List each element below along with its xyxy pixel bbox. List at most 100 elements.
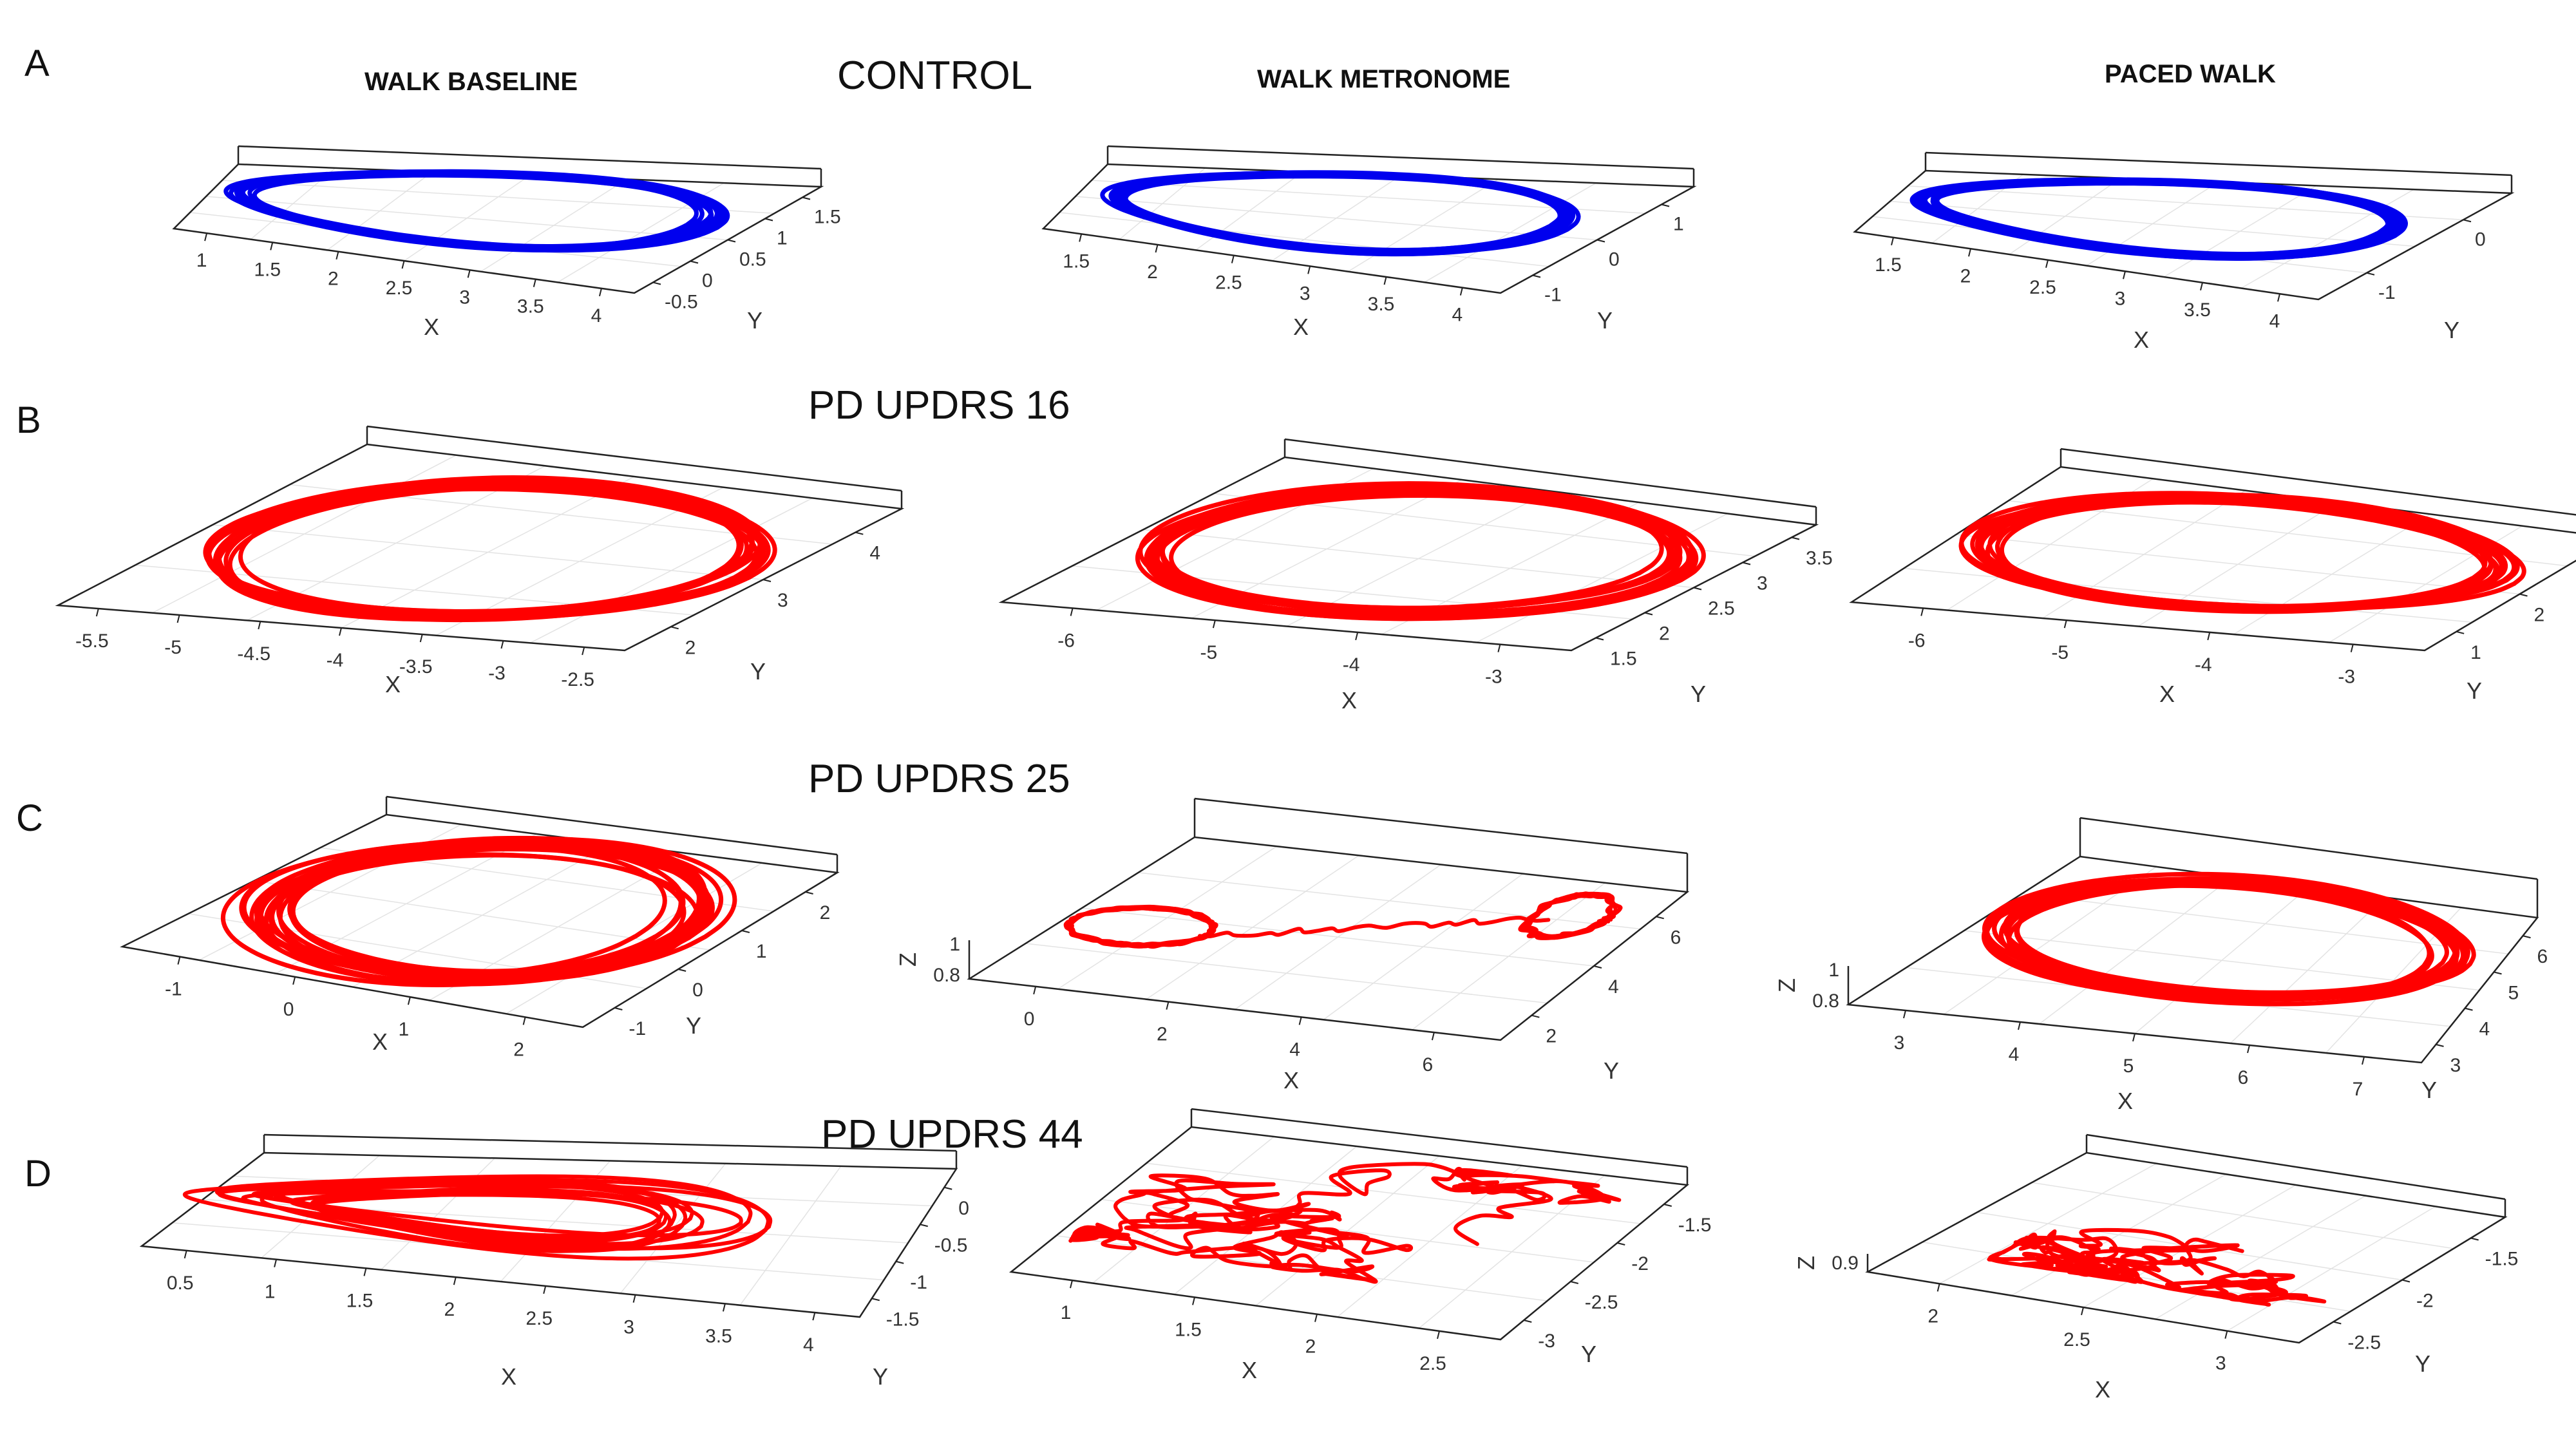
y-tick-label: -0.5: [934, 1235, 968, 1256]
y-tick-mark: [2519, 593, 2528, 597]
subplot-d-1: 0.5 1 1.5 2 2.5 3 3.5 4 -1.5 -1 -0.5 0 X Y: [139, 1133, 969, 1390]
y-tick-label: -1.5: [1678, 1215, 1712, 1236]
y-tick-label: 1: [756, 941, 767, 962]
x-tick-mark: [1166, 1001, 1170, 1010]
y-tick-mark: [1531, 1014, 1540, 1018]
trajectory-path: [216, 482, 741, 621]
x-tick-mark: [1298, 1017, 1302, 1025]
x-tick-label: 3: [2215, 1353, 2226, 1374]
x-tick-mark: [1307, 266, 1311, 274]
x-axis-label: X: [1283, 1067, 1299, 1094]
subplot-d-3: 2 2.5 3 -2.5 -2 -1.5 0.9 Z X Y: [1793, 1133, 2518, 1403]
x-tick-label: 2.5: [1215, 272, 1242, 294]
x-tick-mark: [2132, 1033, 2136, 1042]
x-tick-mark: [500, 640, 504, 649]
x-tick-label: 3: [1300, 283, 1311, 304]
y-tick-mark: [764, 218, 773, 222]
y-tick-label: 1: [777, 228, 788, 249]
y-tick-label: 0: [2475, 229, 2486, 250]
x-tick-mark: [1070, 1280, 1073, 1289]
y-axis-label: Y: [2467, 677, 2482, 704]
z-axis-label: Z: [895, 952, 921, 967]
x-tick-label: -4: [2195, 654, 2212, 676]
x-tick-mark: [1070, 608, 1074, 616]
x-tick-mark: [2018, 1021, 2021, 1030]
grid-line: [1146, 1162, 1641, 1224]
x-tick-label: 1: [399, 1019, 410, 1040]
x-tick-label: 7: [2353, 1079, 2363, 1100]
y-tick-label: -1: [2378, 282, 2396, 303]
grid-line: [212, 524, 764, 580]
y-tick-mark: [1596, 239, 1605, 243]
grid-line: [1964, 930, 2480, 991]
y-tick-mark: [2401, 1279, 2410, 1283]
x-tick-mark: [522, 1017, 526, 1025]
axes-edge: [2060, 448, 2576, 516]
y-axis-label: Y: [1581, 1341, 1596, 1367]
trajectory-path: [1992, 878, 2449, 995]
x-tick-mark: [1937, 1283, 1940, 1292]
x-tick-mark: [1459, 287, 1463, 296]
y-tick-mark: [2470, 1237, 2479, 1241]
x-tick-label: -4: [1343, 654, 1360, 676]
x-tick-label: -1: [165, 979, 182, 1000]
x-tick-label: 3.5: [517, 296, 544, 317]
panel-letter-a: A: [24, 43, 50, 84]
trajectory-path: [1113, 171, 1571, 252]
subplot-b-1: -5.5 -5 -4.5 -4 -3.5 -3 -2.5 2 3 4 X Y: [55, 425, 905, 697]
y-axis-label: Y: [2415, 1350, 2430, 1377]
x-tick-label: 2: [444, 1299, 455, 1320]
y-tick-label: 2: [1659, 623, 1670, 645]
y-tick-label: 3: [1757, 573, 1768, 594]
x-tick-mark: [270, 242, 274, 251]
axes-edge: [238, 145, 822, 170]
x-tick-label: 2.5: [526, 1308, 553, 1329]
trajectory-path: [1169, 493, 1683, 616]
x-tick-mark: [1431, 1032, 1435, 1041]
x-tick-label: 0.5: [167, 1273, 194, 1294]
x-tick-label: -5: [164, 637, 182, 658]
x-tick-label: 2: [1927, 1305, 1938, 1327]
y-tick-label: 2: [1546, 1026, 1557, 1047]
y-tick-label: 0: [958, 1198, 969, 1219]
x-tick-mark: [292, 976, 296, 985]
z-tick-label: 0.8: [1812, 990, 1839, 1012]
x-tick-label: -2.5: [561, 669, 594, 690]
x-axis-label: X: [385, 671, 401, 697]
subplot-d-2: 1 1.5 2 2.5 -3 -2.5 -2 -1.5 X Y: [1009, 1108, 1712, 1383]
trajectory-path: [241, 1189, 705, 1246]
trajectory-path: [205, 477, 755, 616]
trajectory-path: [267, 842, 707, 981]
trajectory-path: [1197, 915, 1551, 939]
x-tick-label: -3: [1485, 667, 1502, 688]
trajectory-trace: [1981, 871, 2476, 1007]
y-tick-label: 1.5: [814, 207, 841, 228]
x-tick-label: 4: [1289, 1039, 1300, 1060]
subplot-c-1: -1 0 1 2 -1 0 1 2 X Y: [120, 795, 840, 1060]
x-tick-label: 3.5: [705, 1325, 732, 1347]
y-tick-mark: [1791, 536, 1800, 540]
x-tick-label: -4: [327, 650, 344, 671]
row-title-updrs-25: PD UPDRS 25: [808, 757, 1070, 801]
x-tick-label: 3: [2115, 288, 2126, 309]
y-tick-label: 0: [1609, 249, 1620, 270]
y-tick-label: 4: [1608, 976, 1619, 998]
x-tick-label: 1.5: [254, 259, 281, 280]
x-tick-mark: [2350, 644, 2354, 652]
axes-edge: [2079, 817, 2538, 880]
subplot-a-1: 1 1.5 2 2.5 3 3.5 4 -0.50 0.5 1 1.5 X Y: [172, 145, 841, 340]
y-tick-label: 1.5: [1610, 649, 1637, 670]
trajectory-trace: [1068, 1162, 1622, 1284]
axes-edge: [1925, 151, 2512, 176]
x-tick-mark: [1903, 1010, 1906, 1019]
x-tick-mark: [1314, 1314, 1318, 1322]
x-tick-label: 3: [1894, 1032, 1905, 1054]
y-tick-label: -2.5: [2347, 1332, 2381, 1354]
y-tick-mark: [2333, 1321, 2342, 1325]
y-tick-mark: [920, 1224, 928, 1227]
y-axis-label: Y: [2421, 1077, 2437, 1103]
x-tick-mark: [401, 260, 405, 269]
x-tick-mark: [204, 232, 208, 242]
x-tick-label: 1.5: [1063, 251, 1090, 272]
x-tick-mark: [598, 288, 602, 297]
